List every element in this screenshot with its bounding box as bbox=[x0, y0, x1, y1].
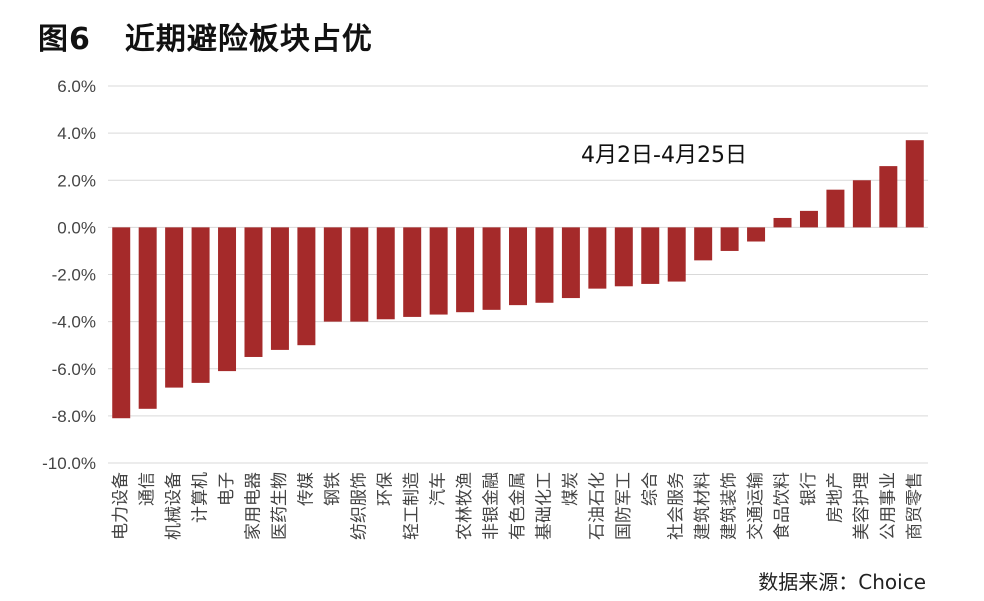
bar bbox=[403, 227, 422, 317]
x-tick-label: 纺织服饰 bbox=[349, 472, 369, 540]
x-tick-label: 房地产 bbox=[825, 472, 845, 523]
bar bbox=[826, 189, 845, 228]
bar bbox=[905, 140, 924, 228]
x-tick-label: 通信 bbox=[138, 472, 158, 506]
x-tick-label: 社会服务 bbox=[667, 472, 687, 540]
y-tick-label: 4.0% bbox=[57, 124, 96, 143]
bar bbox=[879, 166, 898, 228]
x-tick-label: 计算机 bbox=[191, 472, 211, 523]
x-axis-labels: 电力设备 通信 机械设备 计算机 电子 家用电器 医药生物 传媒 钢铁 纺织服饰 环保 轻工制造 汽车农… bbox=[111, 472, 925, 540]
x-tick-label: 机械设备 bbox=[164, 472, 184, 540]
y-tick-label: -8.0% bbox=[52, 407, 96, 426]
y-tick-label: -10.0% bbox=[42, 454, 96, 473]
bar bbox=[297, 227, 316, 346]
y-axis-ticks: 6.0% 4.0% 2.0% 0.0% -2.0% -4.0% -6.0% -8.0% -10.… bbox=[42, 77, 96, 473]
bar bbox=[773, 217, 792, 228]
y-tick-label: 2.0% bbox=[57, 171, 96, 190]
x-tick-label: 美容护理 bbox=[852, 472, 872, 540]
x-tick-label: 传媒 bbox=[296, 472, 316, 506]
y-tick-label: -2.0% bbox=[52, 266, 96, 285]
x-tick-label: 医药生物 bbox=[270, 472, 290, 540]
bar bbox=[270, 227, 289, 350]
bar bbox=[799, 210, 818, 228]
bar bbox=[191, 227, 210, 383]
x-tick-label: 银行 bbox=[799, 472, 819, 506]
bar bbox=[641, 227, 660, 284]
bar bbox=[112, 227, 131, 419]
bar bbox=[376, 227, 395, 320]
x-tick-label: 食品饮料 bbox=[773, 472, 793, 540]
x-tick-label: 有色金属 bbox=[508, 472, 528, 540]
bar bbox=[350, 227, 369, 322]
figure-title: 图6 近期避险板块占优 bbox=[38, 14, 373, 58]
x-tick-label: 电子 bbox=[217, 472, 237, 506]
y-tick-label: 6.0% bbox=[57, 77, 96, 96]
x-tick-label: 轻工制造 bbox=[402, 472, 422, 540]
bar bbox=[138, 227, 157, 409]
x-tick-label: 综合 bbox=[640, 472, 660, 506]
bar bbox=[482, 227, 501, 310]
y-tick-label: -4.0% bbox=[52, 313, 96, 332]
figure-number: 图6 bbox=[38, 22, 91, 57]
bar bbox=[747, 227, 766, 242]
bar bbox=[852, 180, 871, 228]
x-tick-label: 电力设备 bbox=[111, 472, 131, 540]
x-tick-label: 交通运输 bbox=[746, 472, 766, 540]
x-tick-label: 家用电器 bbox=[243, 472, 263, 540]
bar bbox=[694, 227, 713, 261]
bar bbox=[165, 227, 184, 388]
figure-title-text: 近期避险板块占优 bbox=[124, 22, 373, 57]
bar bbox=[323, 227, 342, 322]
x-tick-label: 非银金融 bbox=[482, 472, 502, 540]
bar bbox=[509, 227, 527, 306]
bar bbox=[456, 227, 475, 313]
y-tick-label: -6.0% bbox=[52, 360, 96, 379]
x-tick-label: 汽车 bbox=[429, 472, 449, 506]
bar bbox=[561, 227, 580, 299]
date-range-annotation: 4月2日-4月25日 bbox=[581, 143, 747, 168]
bar bbox=[429, 227, 448, 315]
x-tick-label: 公用事业 bbox=[878, 472, 898, 540]
bars bbox=[112, 140, 924, 419]
bar bbox=[667, 227, 686, 282]
bar bbox=[244, 227, 263, 357]
y-tick-label: 0.0% bbox=[57, 218, 96, 237]
x-tick-label: 建筑材料 bbox=[693, 472, 713, 540]
x-tick-label: 国防军工 bbox=[614, 472, 634, 540]
x-tick-label: 钢铁 bbox=[323, 472, 343, 506]
data-source: 数据来源：Choice bbox=[758, 570, 926, 594]
x-tick-label: 煤炭 bbox=[561, 472, 581, 506]
bar bbox=[588, 227, 607, 289]
bar bbox=[218, 227, 237, 372]
bar bbox=[535, 227, 554, 303]
x-tick-label: 石油石化 bbox=[587, 472, 607, 540]
bar bbox=[614, 227, 633, 287]
bar bbox=[720, 227, 739, 251]
x-tick-label: 环保 bbox=[376, 472, 396, 506]
x-tick-label: 农林牧渔 bbox=[455, 472, 475, 540]
x-tick-label: 建筑装饰 bbox=[720, 472, 740, 540]
x-tick-label: 基础化工 bbox=[534, 472, 554, 540]
x-tick-label: 商贸零售 bbox=[905, 472, 925, 540]
